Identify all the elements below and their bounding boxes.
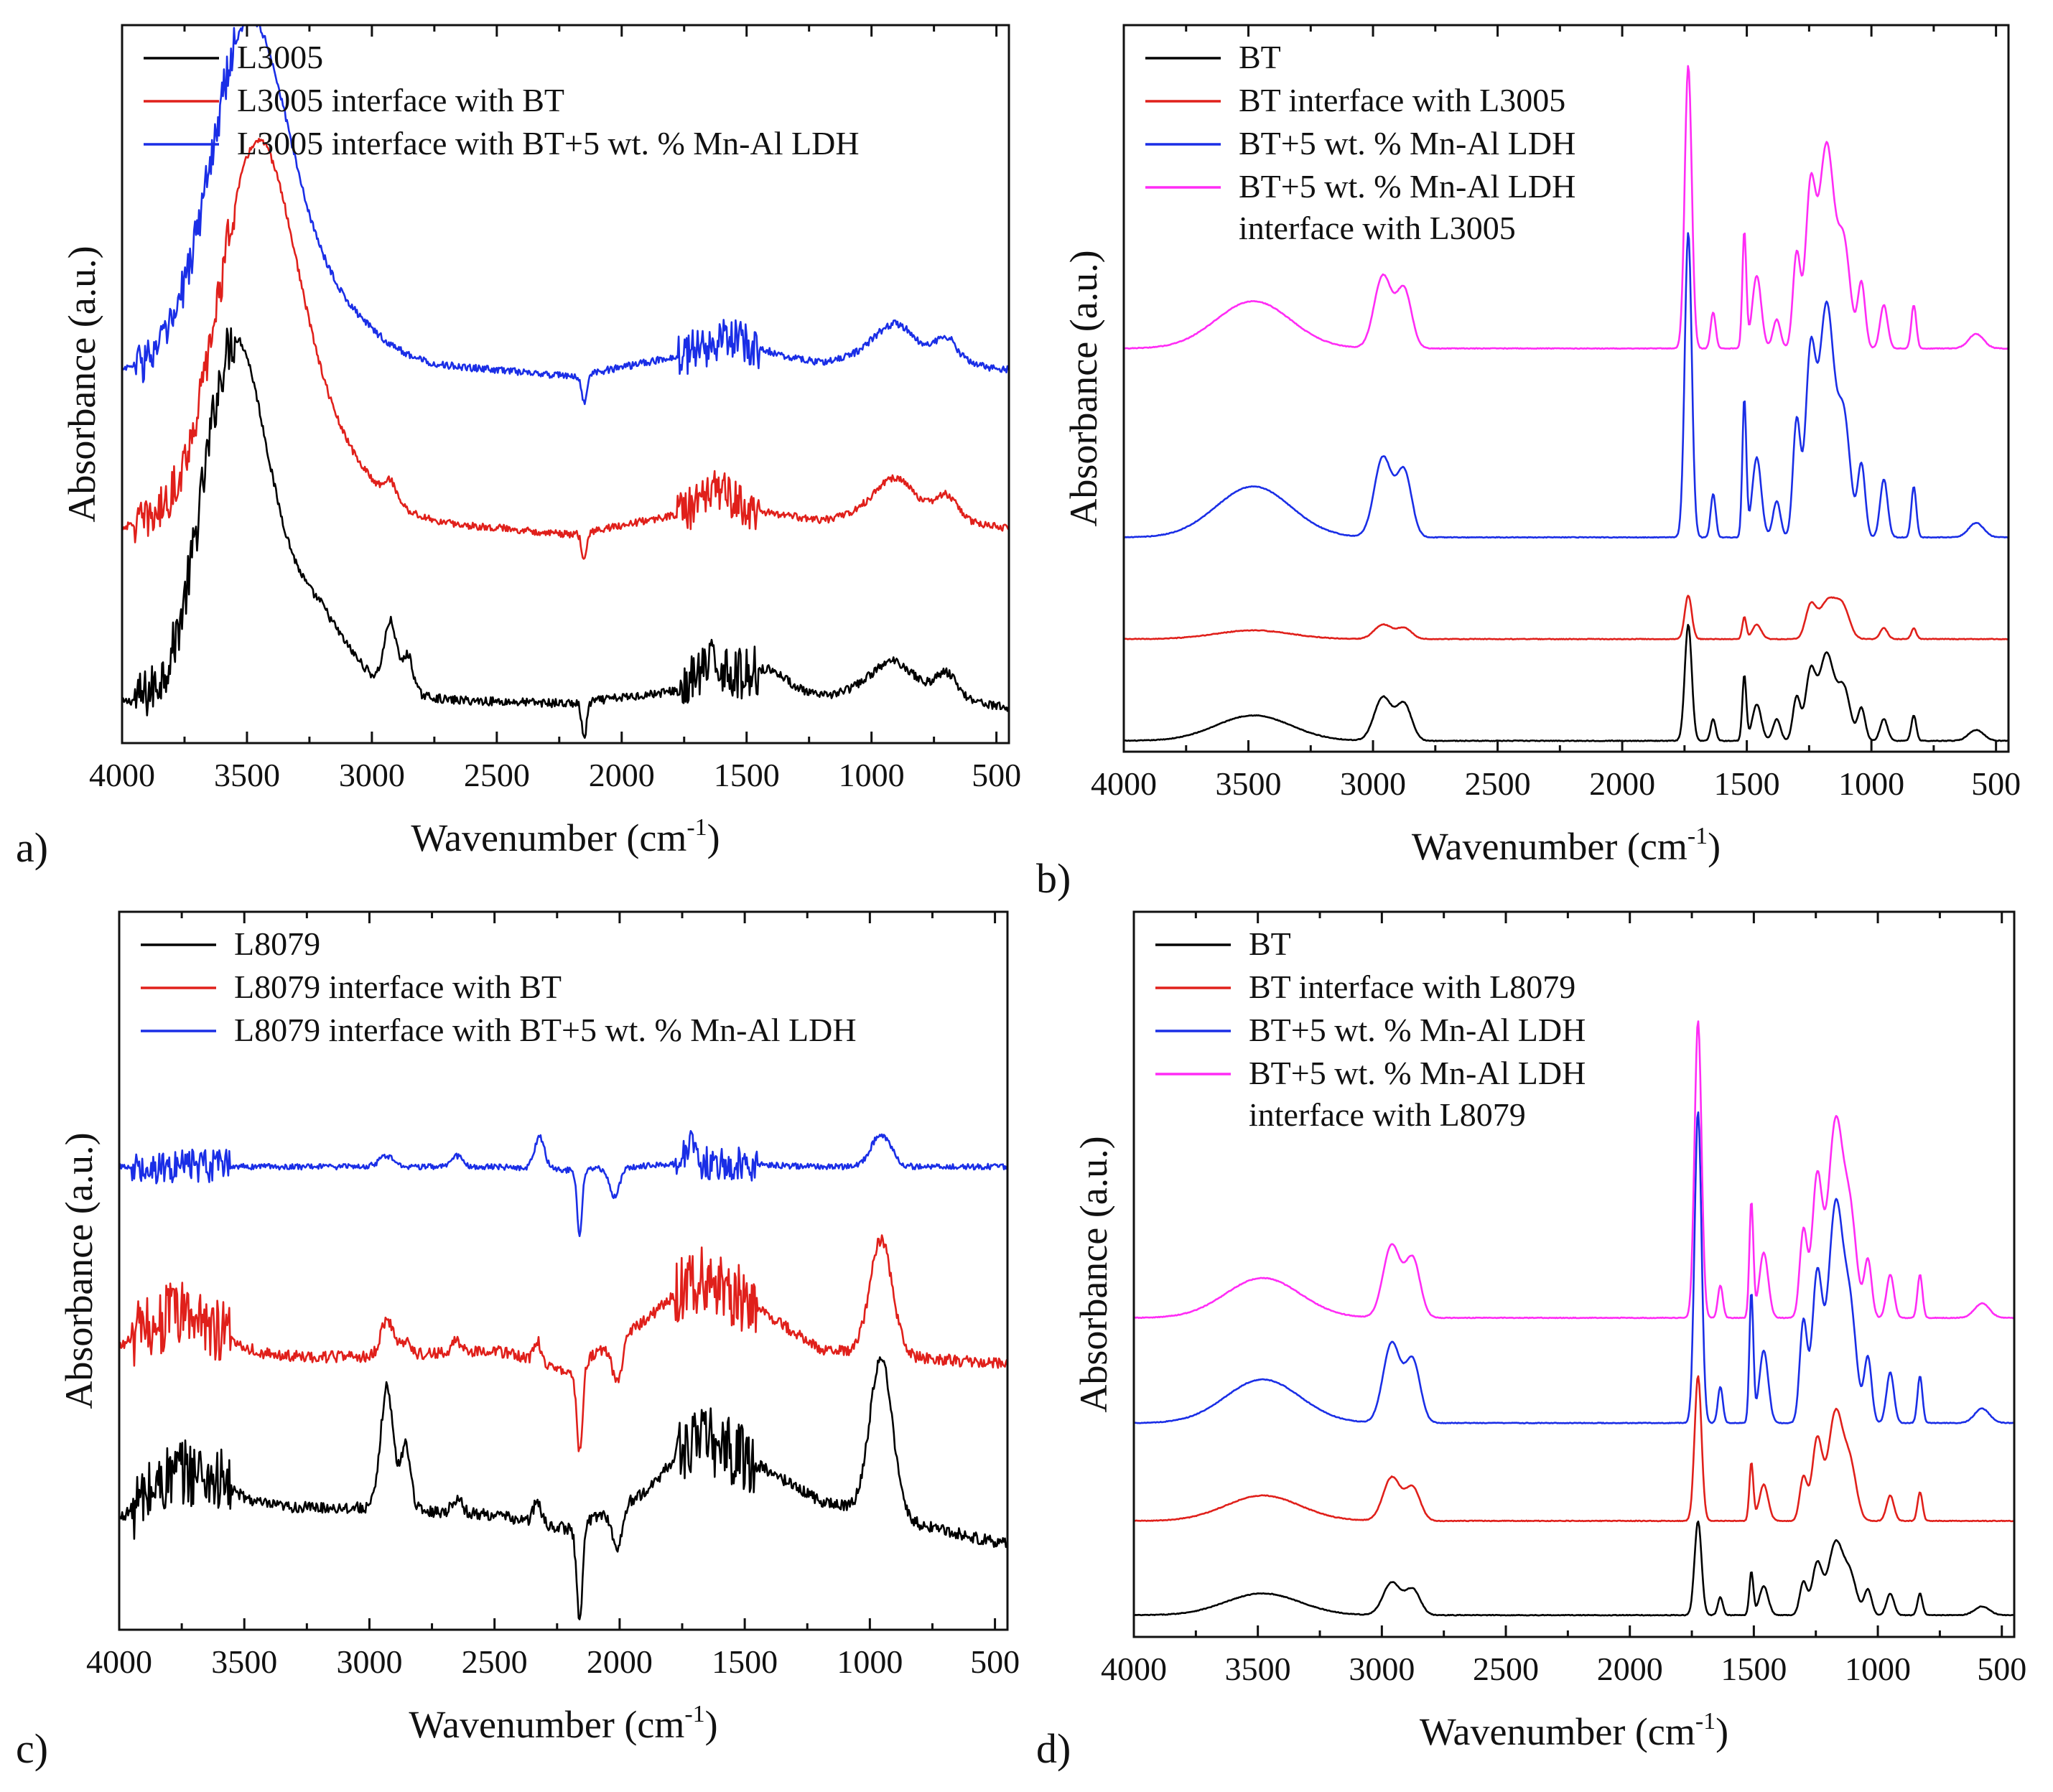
- spectrum-line: [122, 137, 1009, 560]
- panel-letter: a): [16, 824, 48, 871]
- x-tick-label: 1000: [1845, 1651, 1911, 1687]
- spectrum-line: [1134, 1111, 2014, 1424]
- spectrum-line: [1124, 594, 2008, 640]
- legend-label: BT interface with L8079: [1249, 969, 1575, 1005]
- x-tick-label: 1500: [1721, 1651, 1787, 1687]
- spectrum-line: [1124, 65, 2008, 350]
- x-tick-label: 2000: [1597, 1651, 1663, 1687]
- panel-a: 4000 3500 3000 2500 2000 1500 1000 500 Wavenumbe…: [16, 24, 1021, 871]
- x-tick-label: 1500: [1714, 765, 1780, 802]
- panel-letter: d): [1036, 1725, 1071, 1772]
- x-tick-label: 3500: [211, 1643, 277, 1680]
- legend-label: BT+5 wt. % Mn-Al LDH: [1239, 168, 1575, 205]
- legend-label: BT+5 wt. % Mn-Al LDH: [1249, 1012, 1586, 1048]
- x-axis-label: Wavenumber (cm-1): [411, 814, 720, 859]
- x-axis-label: Wavenumber (cm-1): [409, 1701, 717, 1746]
- axes-frame: [118, 910, 1009, 1631]
- axes-frame: [121, 24, 1010, 745]
- x-tick-label: 4000: [1091, 765, 1157, 802]
- x-tick-label: 3500: [214, 757, 280, 793]
- spectrum-line: [122, 327, 1009, 739]
- x-tick-label: 4000: [89, 757, 155, 793]
- spectrum-line: [1134, 1520, 2014, 1617]
- x-tick-label: 3000: [1340, 765, 1406, 802]
- spectrum-line: [119, 1356, 1007, 1620]
- y-axis-label: Absorbance (a.u.): [57, 1132, 101, 1409]
- x-tick-label: 500: [970, 1643, 1020, 1680]
- spectrum-line: [119, 1130, 1007, 1238]
- x-tick-label: 1000: [837, 1643, 903, 1680]
- x-tick-label: 2500: [464, 757, 530, 793]
- x-tick-label: 3000: [339, 757, 405, 793]
- spectrum-line: [119, 1234, 1007, 1452]
- panel-letter: c): [16, 1725, 48, 1772]
- legend-label: L3005 interface with BT+5 wt. % Mn-Al LD…: [237, 125, 860, 162]
- y-axis-label: Absorbance (a.u.): [1072, 1136, 1115, 1412]
- spectrum-line: [1124, 624, 2008, 742]
- legend-label: interface with L8079: [1249, 1096, 1526, 1133]
- panel-b: 4000 3500 3000 2500 2000 1500 1000 500 Wavenumbe…: [1036, 24, 2021, 902]
- x-axis-label: Wavenumber (cm-1): [1412, 823, 1721, 868]
- y-axis-label: Absorbance (a.u.): [60, 246, 103, 522]
- x-tick-label: 2500: [1473, 1651, 1539, 1687]
- x-tick-label: 4000: [86, 1643, 152, 1680]
- legend-label: BT+5 wt. % Mn-Al LDH: [1239, 125, 1575, 162]
- x-tick-label: 1000: [1838, 765, 1904, 802]
- legend-label: interface with L3005: [1239, 210, 1516, 246]
- spectrum-line: [122, 25, 1009, 406]
- x-tick-label: 500: [972, 757, 1021, 793]
- x-tick-label: 1500: [714, 757, 780, 793]
- legend-label: L8079 interface with BT: [234, 969, 562, 1005]
- axes-frame: [1122, 24, 2010, 753]
- x-tick-label: 4000: [1101, 1651, 1167, 1687]
- x-tick-label: 2500: [462, 1643, 528, 1680]
- legend-label: L3005 interface with BT: [237, 82, 564, 118]
- panel-d: 4000 3500 3000 2500 2000 1500 1000 500 Wavenumbe…: [1036, 910, 2026, 1772]
- x-tick-label: 1500: [712, 1643, 778, 1680]
- axes-frame: [1132, 910, 2016, 1638]
- x-tick-label: 2000: [589, 757, 655, 793]
- spectrum-line: [1134, 1375, 2014, 1523]
- legend-label: BT: [1239, 39, 1281, 75]
- x-tick-label: 3000: [336, 1643, 402, 1680]
- legend-label: L8079 interface with BT+5 wt. % Mn-Al LD…: [234, 1012, 857, 1048]
- legend-label: L3005: [237, 39, 323, 75]
- x-tick-label: 2500: [1465, 765, 1531, 802]
- x-tick-label: 500: [1977, 1651, 2026, 1687]
- panel-letter: b): [1036, 855, 1071, 902]
- x-axis-label: Wavenumber (cm-1): [1420, 1708, 1728, 1753]
- spectrum-line: [1124, 232, 2008, 539]
- x-tick-label: 500: [1971, 765, 2021, 802]
- x-tick-label: 1000: [839, 757, 905, 793]
- legend-label: BT interface with L3005: [1239, 82, 1565, 118]
- legend-label: L8079: [234, 925, 320, 962]
- x-tick-label: 2000: [1589, 765, 1655, 802]
- x-tick-label: 3500: [1216, 765, 1282, 802]
- spectrum-line: [1134, 1020, 2014, 1320]
- legend-label: BT: [1249, 925, 1291, 962]
- panel-c: 4000 3500 3000 2500 2000 1500 1000 500 Wavenumbe…: [16, 910, 1020, 1772]
- x-tick-label: 2000: [587, 1643, 653, 1680]
- y-axis-label: Absorbance (a.u.): [1062, 250, 1105, 526]
- legend-label: BT+5 wt. % Mn-Al LDH: [1249, 1055, 1586, 1091]
- x-tick-label: 3500: [1225, 1651, 1291, 1687]
- x-tick-label: 3000: [1349, 1651, 1415, 1687]
